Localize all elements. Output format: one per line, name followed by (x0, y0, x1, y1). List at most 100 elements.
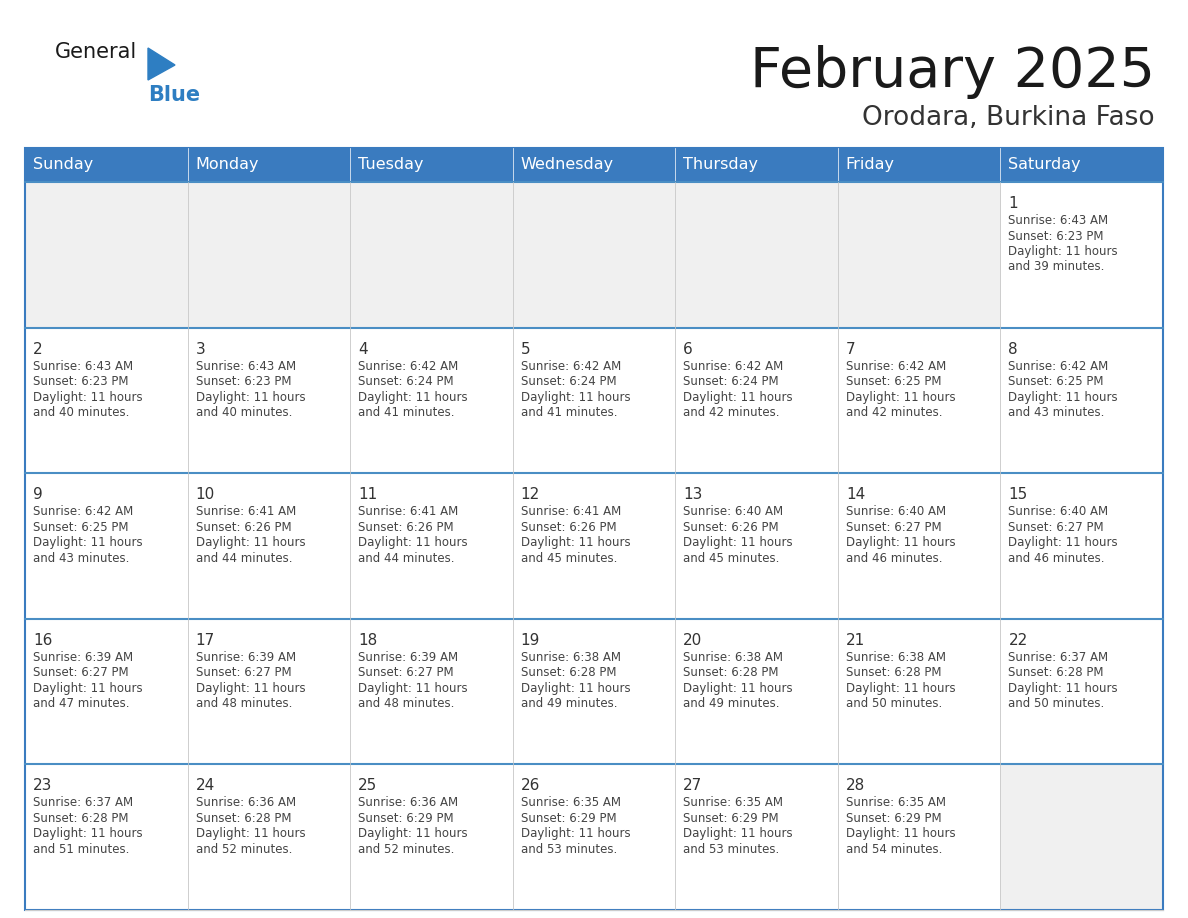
Text: 27: 27 (683, 778, 702, 793)
Text: and 44 minutes.: and 44 minutes. (196, 552, 292, 565)
Text: and 53 minutes.: and 53 minutes. (520, 843, 617, 856)
Text: Sunset: 6:23 PM: Sunset: 6:23 PM (196, 375, 291, 388)
Bar (1000, 328, 1163, 473)
Text: and 53 minutes.: and 53 minutes. (683, 843, 779, 856)
Bar (513, 473, 675, 619)
Text: Daylight: 11 hours: Daylight: 11 hours (1009, 682, 1118, 695)
Bar (838, 619, 1000, 765)
Text: Sunrise: 6:43 AM: Sunrise: 6:43 AM (196, 360, 296, 373)
Bar (513, 765, 675, 910)
Bar (350, 182, 513, 328)
Bar (838, 473, 1000, 619)
Bar (1000, 182, 1163, 328)
Text: Sunrise: 6:41 AM: Sunrise: 6:41 AM (196, 505, 296, 518)
Text: Sunset: 6:26 PM: Sunset: 6:26 PM (683, 521, 779, 533)
Text: Sunset: 6:27 PM: Sunset: 6:27 PM (846, 521, 941, 533)
Text: 28: 28 (846, 778, 865, 793)
Text: and 54 minutes.: and 54 minutes. (846, 843, 942, 856)
Text: 23: 23 (33, 778, 52, 793)
Text: Sunrise: 6:42 AM: Sunrise: 6:42 AM (1009, 360, 1108, 373)
Text: and 47 minutes.: and 47 minutes. (33, 698, 129, 711)
Text: 18: 18 (358, 633, 378, 648)
Text: Sunrise: 6:36 AM: Sunrise: 6:36 AM (358, 797, 459, 810)
Text: Sunrise: 6:41 AM: Sunrise: 6:41 AM (358, 505, 459, 518)
Text: 8: 8 (1009, 341, 1018, 356)
Text: Daylight: 11 hours: Daylight: 11 hours (520, 390, 631, 404)
Text: Sunset: 6:25 PM: Sunset: 6:25 PM (33, 521, 128, 533)
Text: Daylight: 11 hours: Daylight: 11 hours (358, 682, 468, 695)
Text: 11: 11 (358, 487, 378, 502)
Text: Sunset: 6:24 PM: Sunset: 6:24 PM (358, 375, 454, 388)
Text: 26: 26 (520, 778, 541, 793)
Text: Daylight: 11 hours: Daylight: 11 hours (33, 390, 143, 404)
Text: Sunset: 6:24 PM: Sunset: 6:24 PM (520, 375, 617, 388)
Text: Sunrise: 6:42 AM: Sunrise: 6:42 AM (358, 360, 459, 373)
Text: Sunrise: 6:40 AM: Sunrise: 6:40 AM (846, 505, 946, 518)
Text: Daylight: 11 hours: Daylight: 11 hours (358, 827, 468, 840)
Text: Sunrise: 6:37 AM: Sunrise: 6:37 AM (1009, 651, 1108, 664)
Text: 20: 20 (683, 633, 702, 648)
Text: and 48 minutes.: and 48 minutes. (196, 698, 292, 711)
Bar (838, 765, 1000, 910)
Text: Sunset: 6:25 PM: Sunset: 6:25 PM (1009, 375, 1104, 388)
Text: 15: 15 (1009, 487, 1028, 502)
Text: Sunrise: 6:35 AM: Sunrise: 6:35 AM (846, 797, 946, 810)
Text: 6: 6 (683, 341, 693, 356)
Text: February 2025: February 2025 (750, 45, 1155, 99)
Text: and 49 minutes.: and 49 minutes. (520, 698, 618, 711)
Text: 25: 25 (358, 778, 378, 793)
Text: Daylight: 11 hours: Daylight: 11 hours (1009, 245, 1118, 258)
Bar (188, 182, 350, 328)
Text: Daylight: 11 hours: Daylight: 11 hours (846, 536, 955, 549)
Text: 3: 3 (196, 341, 206, 356)
Bar (1000, 473, 1163, 619)
Bar (25, 328, 188, 473)
Text: and 39 minutes.: and 39 minutes. (1009, 261, 1105, 274)
Text: Friday: Friday (846, 158, 895, 173)
Bar (1000, 765, 1163, 910)
Text: Sunset: 6:28 PM: Sunset: 6:28 PM (683, 666, 779, 679)
Polygon shape (148, 48, 175, 80)
Text: and 40 minutes.: and 40 minutes. (33, 406, 129, 420)
Bar (675, 182, 838, 328)
Text: Daylight: 11 hours: Daylight: 11 hours (33, 682, 143, 695)
Text: 19: 19 (520, 633, 541, 648)
Text: and 41 minutes.: and 41 minutes. (520, 406, 618, 420)
Text: Sunrise: 6:40 AM: Sunrise: 6:40 AM (683, 505, 783, 518)
Text: Orodara, Burkina Faso: Orodara, Burkina Faso (862, 105, 1155, 131)
Text: Sunrise: 6:39 AM: Sunrise: 6:39 AM (33, 651, 133, 664)
Text: Sunday: Sunday (33, 158, 93, 173)
Text: Daylight: 11 hours: Daylight: 11 hours (520, 536, 631, 549)
Text: Sunset: 6:26 PM: Sunset: 6:26 PM (520, 521, 617, 533)
Text: 22: 22 (1009, 633, 1028, 648)
Bar (25, 619, 188, 765)
Text: Monday: Monday (196, 158, 259, 173)
Bar (188, 765, 350, 910)
Text: Sunrise: 6:38 AM: Sunrise: 6:38 AM (520, 651, 620, 664)
Text: and 46 minutes.: and 46 minutes. (846, 552, 942, 565)
Text: Sunset: 6:27 PM: Sunset: 6:27 PM (196, 666, 291, 679)
Text: 16: 16 (33, 633, 52, 648)
Text: Sunset: 6:24 PM: Sunset: 6:24 PM (683, 375, 779, 388)
Text: Sunrise: 6:43 AM: Sunrise: 6:43 AM (33, 360, 133, 373)
Text: 2: 2 (33, 341, 43, 356)
Text: and 40 minutes.: and 40 minutes. (196, 406, 292, 420)
Bar (25, 473, 188, 619)
Bar (25, 148, 1163, 910)
Text: Daylight: 11 hours: Daylight: 11 hours (846, 682, 955, 695)
Text: Tuesday: Tuesday (358, 158, 424, 173)
Text: Sunrise: 6:37 AM: Sunrise: 6:37 AM (33, 797, 133, 810)
Bar (350, 619, 513, 765)
Text: and 52 minutes.: and 52 minutes. (358, 843, 455, 856)
Text: Daylight: 11 hours: Daylight: 11 hours (683, 682, 792, 695)
Text: Sunrise: 6:42 AM: Sunrise: 6:42 AM (33, 505, 133, 518)
Text: Daylight: 11 hours: Daylight: 11 hours (683, 390, 792, 404)
Text: 14: 14 (846, 487, 865, 502)
Bar (188, 473, 350, 619)
Text: 4: 4 (358, 341, 368, 356)
Text: and 44 minutes.: and 44 minutes. (358, 552, 455, 565)
Text: Sunset: 6:29 PM: Sunset: 6:29 PM (358, 812, 454, 825)
Text: Sunset: 6:27 PM: Sunset: 6:27 PM (358, 666, 454, 679)
Bar (513, 182, 675, 328)
Text: Daylight: 11 hours: Daylight: 11 hours (358, 390, 468, 404)
